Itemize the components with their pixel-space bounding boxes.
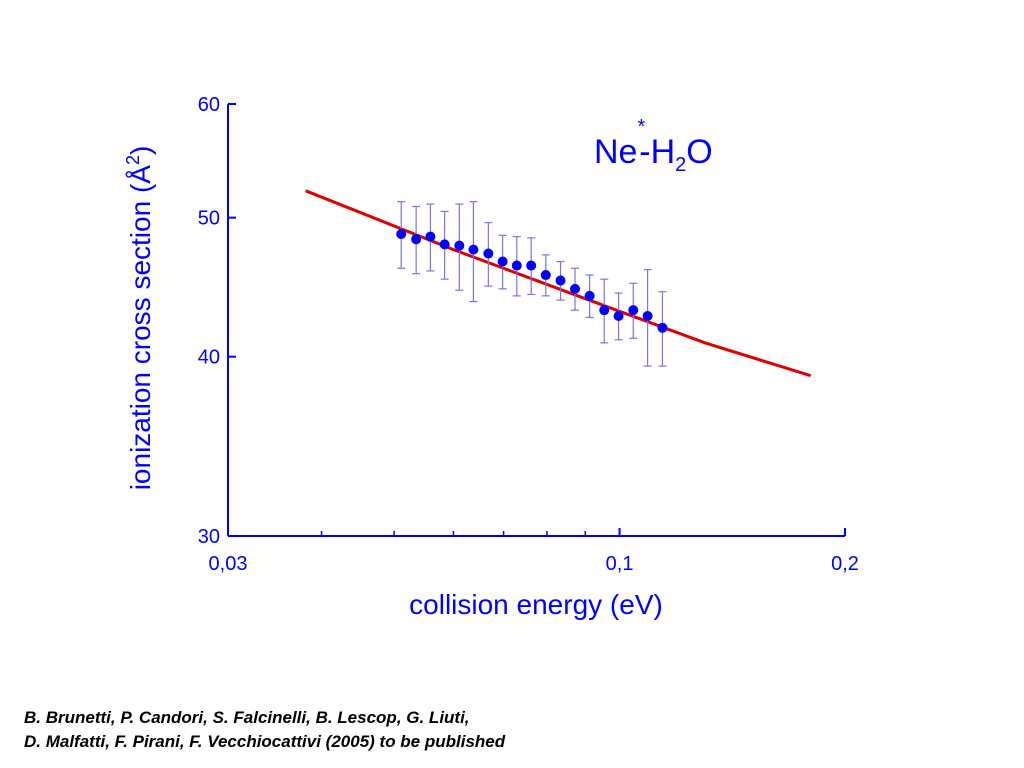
data-point xyxy=(540,270,551,281)
y-axis-title-superscript: 2 xyxy=(123,155,143,165)
data-point xyxy=(555,275,566,286)
data-point xyxy=(613,310,624,321)
y-axis-title: ionization cross section (Å2) xyxy=(123,146,156,491)
data-point xyxy=(396,229,407,240)
y-tick-label: 50 xyxy=(198,208,220,230)
data-point xyxy=(425,231,436,242)
fit-curve xyxy=(305,189,812,378)
x-axis-title: collision energy (eV) xyxy=(409,589,663,620)
data-point xyxy=(657,322,668,333)
data-point xyxy=(642,310,653,321)
y-tick-label: 40 xyxy=(198,347,220,369)
data-point xyxy=(599,305,610,316)
citation-line-1: B. Brunetti, P. Candori, S. Falcinelli, … xyxy=(24,708,470,727)
x-tick-label: 0,03 xyxy=(209,553,248,575)
citation-line-2: D. Malfatti, F. Pirani, F. Vecchiocattiv… xyxy=(24,732,506,751)
y-axis-title-main: ionization cross section (Å xyxy=(125,165,156,491)
annotation-star: * xyxy=(637,116,645,138)
data-point xyxy=(570,283,581,294)
data-points-group xyxy=(396,201,668,367)
chart-annotation: Ne* -H2O xyxy=(594,116,713,176)
data-point xyxy=(511,260,522,271)
axes: 30 40 50 60 0,03 0,1 0,2 xyxy=(198,94,859,575)
data-point xyxy=(454,240,465,251)
data-point xyxy=(584,290,595,301)
data-point xyxy=(526,260,537,271)
x-tick-label: 0,1 xyxy=(606,553,634,575)
annotation-o: O xyxy=(686,133,712,171)
data-point xyxy=(411,234,422,245)
annotation-dash-h: -H xyxy=(639,133,675,171)
y-tick-label: 60 xyxy=(198,94,220,116)
y-tick-label: 30 xyxy=(198,526,220,548)
citation: B. Brunetti, P. Candori, S. Falcinelli, … xyxy=(24,706,505,754)
data-point xyxy=(497,256,508,267)
data-point xyxy=(439,239,450,250)
annotation-ne: Ne xyxy=(594,133,637,171)
x-tick-label: 0,2 xyxy=(831,553,859,575)
data-point xyxy=(468,244,479,255)
data-point xyxy=(628,305,639,316)
annotation-subscript-2: 2 xyxy=(675,154,686,176)
data-point xyxy=(483,248,494,259)
fit-curve-group xyxy=(305,189,812,378)
y-axis-title-close: ) xyxy=(125,146,156,155)
